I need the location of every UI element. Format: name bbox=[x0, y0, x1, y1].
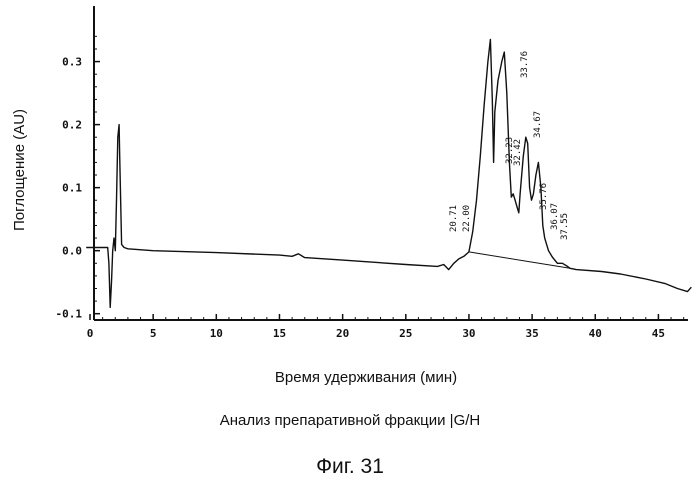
peak-label: 20.71 bbox=[449, 205, 459, 232]
x-tick-label: 15 bbox=[273, 327, 286, 340]
y-axis-title: Поглощение (AU) bbox=[11, 109, 28, 231]
peak-label: 32.23 bbox=[505, 137, 515, 164]
peak-label: 22.00 bbox=[462, 205, 472, 232]
y-tick-label: 0.3 bbox=[62, 56, 82, 69]
peak-label: 34.67 bbox=[533, 111, 543, 138]
chart-subtitle: Анализ препаративной фракции |G/H bbox=[219, 412, 481, 429]
y-tick-label: 0.0 bbox=[62, 245, 82, 258]
x-tick-label: 0 bbox=[87, 327, 94, 340]
x-tick-label: 10 bbox=[210, 327, 223, 340]
baseline-line bbox=[468, 251, 571, 269]
peak-label: 32.42 bbox=[513, 139, 523, 166]
chromatogram-trace bbox=[86, 38, 692, 309]
x-axis-title: Время удерживания (мин) bbox=[275, 369, 457, 386]
x-tick-label: 25 bbox=[399, 327, 412, 340]
x-tick-label: 5 bbox=[150, 327, 157, 340]
peak-label: 37.55 bbox=[560, 213, 570, 240]
peak-label: 36.07 bbox=[550, 203, 560, 230]
x-tick-label: 20 bbox=[336, 327, 349, 340]
y-tick-label: -0.1 bbox=[56, 308, 83, 321]
peak-label: 35.76 bbox=[539, 183, 549, 210]
series-layer bbox=[86, 38, 692, 309]
x-tick-label: 30 bbox=[462, 327, 475, 340]
y-tick-label: 0.1 bbox=[62, 182, 82, 195]
axes: -0.1 0.0 0.1 0.2 0.3 0 5 10 15 20 25 30 35 40 45 bbox=[56, 6, 688, 340]
x-tick-label: 45 bbox=[652, 327, 665, 340]
peak-label: 33.76 bbox=[520, 51, 530, 78]
y-tick-label: 0.2 bbox=[62, 119, 82, 132]
x-tick-label: 35 bbox=[525, 327, 538, 340]
x-tick-label: 40 bbox=[589, 327, 602, 340]
figure-label: Фиг. 31 bbox=[316, 455, 384, 478]
